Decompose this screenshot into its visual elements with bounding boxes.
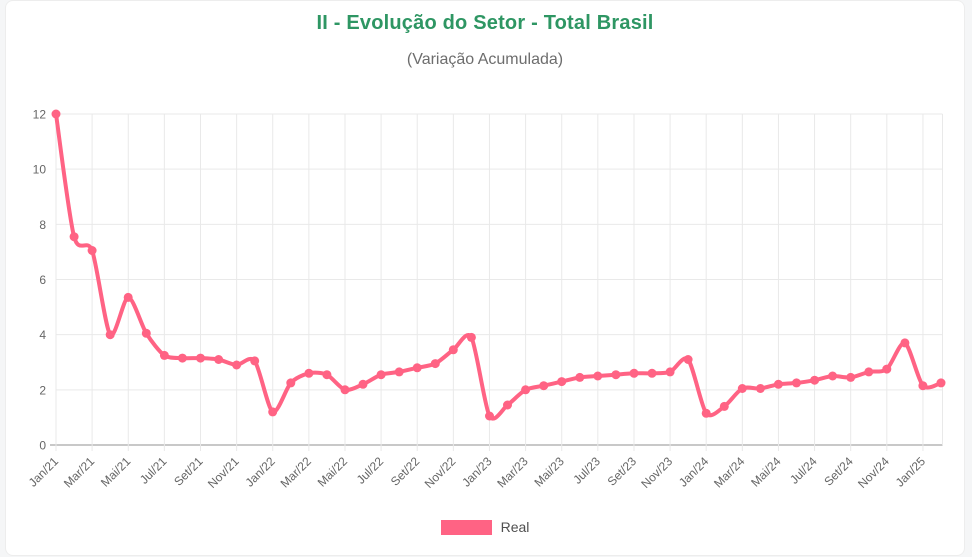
x-tick-label: Jul/22 <box>354 454 387 487</box>
data-point[interactable] <box>503 401 512 410</box>
x-tick-label: Set/21 <box>171 454 206 489</box>
data-point[interactable] <box>810 376 819 385</box>
data-point[interactable] <box>937 378 946 387</box>
chart-card: II - Evolução do Setor - Total Brasil (V… <box>5 0 965 556</box>
data-point[interactable] <box>900 338 909 347</box>
x-tick-label: Jul/24 <box>787 454 820 487</box>
data-point[interactable] <box>720 402 729 411</box>
data-point[interactable] <box>846 373 855 382</box>
x-tick-label: Set/24 <box>821 454 856 489</box>
data-point[interactable] <box>828 372 837 381</box>
data-point[interactable] <box>521 385 530 394</box>
x-tick-label: Mar/23 <box>494 454 531 491</box>
data-point[interactable] <box>738 384 747 393</box>
data-point[interactable] <box>648 369 657 378</box>
y-tick-label: 6 <box>39 273 46 287</box>
data-point[interactable] <box>286 378 295 387</box>
data-point[interactable] <box>666 367 675 376</box>
x-tick-label: Jan/21 <box>26 454 62 490</box>
data-point[interactable] <box>52 110 61 119</box>
data-point[interactable] <box>918 381 927 390</box>
data-point[interactable] <box>88 246 97 255</box>
y-tick-label: 10 <box>33 163 47 177</box>
data-point[interactable] <box>232 361 241 370</box>
y-tick-label: 12 <box>33 108 47 122</box>
data-point[interactable] <box>467 333 476 342</box>
data-point[interactable] <box>882 365 891 374</box>
series-line-real <box>56 114 941 419</box>
y-tick-label: 4 <box>39 328 46 342</box>
x-tick-label: Jan/22 <box>242 454 278 490</box>
y-tick-label: 2 <box>39 383 46 397</box>
x-tick-label: Jan/23 <box>459 454 495 490</box>
data-point[interactable] <box>449 345 458 354</box>
data-point[interactable] <box>178 354 187 363</box>
x-tick-label: Jul/21 <box>137 454 170 487</box>
x-tick-label: Nov/22 <box>422 454 459 491</box>
x-tick-label: Jul/23 <box>570 454 603 487</box>
data-point[interactable] <box>250 356 259 365</box>
legend-swatch <box>441 520 492 535</box>
data-point[interactable] <box>684 355 693 364</box>
data-point[interactable] <box>196 354 205 363</box>
x-tick-label: Mar/22 <box>278 454 315 491</box>
data-point[interactable] <box>593 372 602 381</box>
data-point[interactable] <box>611 370 620 379</box>
data-point[interactable] <box>431 359 440 368</box>
x-tick-label: Set/23 <box>605 454 640 489</box>
data-point[interactable] <box>774 380 783 389</box>
data-point[interactable] <box>106 330 115 339</box>
data-point[interactable] <box>377 370 386 379</box>
x-tick-label: Nov/21 <box>205 454 242 491</box>
data-point[interactable] <box>268 407 277 416</box>
data-point[interactable] <box>575 373 584 382</box>
data-point[interactable] <box>341 385 350 394</box>
y-tick-label: 8 <box>39 218 46 232</box>
data-point[interactable] <box>485 412 494 421</box>
data-point[interactable] <box>304 369 313 378</box>
x-tick-label: Nov/23 <box>638 454 675 491</box>
data-point[interactable] <box>630 369 639 378</box>
data-point[interactable] <box>160 351 169 360</box>
x-tick-label: Mai/23 <box>531 454 567 490</box>
data-point[interactable] <box>864 367 873 376</box>
x-tick-label: Jan/25 <box>893 454 929 490</box>
x-tick-label: Mai/22 <box>315 454 351 490</box>
data-point[interactable] <box>142 329 151 338</box>
data-point[interactable] <box>756 384 765 393</box>
x-tick-label: Nov/24 <box>855 454 892 491</box>
x-tick-label: Mar/21 <box>61 454 98 491</box>
legend-label: Real <box>501 519 530 535</box>
data-point[interactable] <box>359 380 368 389</box>
legend-item-real[interactable]: Real <box>6 519 964 535</box>
data-point[interactable] <box>70 232 79 241</box>
data-point[interactable] <box>124 293 133 302</box>
data-point[interactable] <box>539 381 548 390</box>
x-tick-label: Set/22 <box>388 454 423 489</box>
x-tick-label: Mai/24 <box>748 454 784 490</box>
data-point[interactable] <box>413 363 422 372</box>
x-tick-label: Mar/24 <box>711 454 748 491</box>
x-tick-label: Jan/24 <box>676 454 712 490</box>
data-point[interactable] <box>557 377 566 386</box>
data-point[interactable] <box>322 370 331 379</box>
data-point[interactable] <box>214 355 223 364</box>
data-point[interactable] <box>702 409 711 418</box>
x-tick-label: Mai/21 <box>98 454 134 490</box>
data-point[interactable] <box>792 378 801 387</box>
y-tick-label: 0 <box>39 439 46 453</box>
data-point[interactable] <box>395 367 404 376</box>
